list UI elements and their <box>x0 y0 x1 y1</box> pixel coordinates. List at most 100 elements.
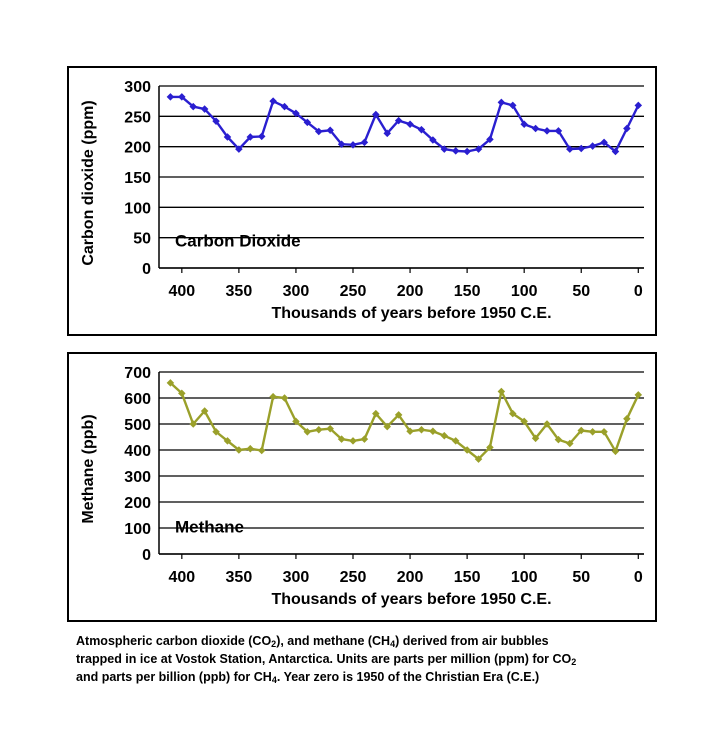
co2-chart: 0 50 100 150 200 250 300 400 350 300 250 200 150 100 5… <box>80 79 644 322</box>
co2-data-point <box>486 135 494 144</box>
caption-text: and parts per billion (ppb) for CH <box>76 670 272 684</box>
ch4-series-label: Methane <box>175 518 244 537</box>
co2-data-point <box>303 118 312 127</box>
co2-y-tick-label: 250 <box>124 109 151 126</box>
ch4-data-point <box>189 420 198 428</box>
co2-data-point <box>269 97 277 105</box>
ch4-data-point <box>257 446 266 455</box>
ch4-data-point <box>463 446 471 454</box>
ch4-data-point <box>611 447 620 456</box>
co2-data-point <box>178 93 186 101</box>
ch4-data-point <box>577 426 586 435</box>
ch4-data-point <box>600 428 608 436</box>
co2-data-point <box>166 93 175 101</box>
ch4-data-point <box>314 425 323 434</box>
ch4-data-point <box>623 415 631 423</box>
ch4-x-axis-title: Thousands of years before 1950 C.E. <box>271 591 551 608</box>
ch4-x-tick-label: 350 <box>226 569 253 586</box>
ch4-y-tick-label: 700 <box>124 365 151 382</box>
ch4-x-tick-label: 300 <box>283 569 310 586</box>
ch4-data-point <box>520 417 528 426</box>
methane-chart-panel: 0 100 200 300 400 500 600 700 400 350 300 250 200 150… <box>67 352 657 622</box>
caption-subscript: 4 <box>271 675 277 685</box>
co2-data-point <box>394 116 403 125</box>
co2-x-tick-label: 0 <box>634 283 643 300</box>
caption-text: trapped in ice at Vostok Station, Antarc… <box>76 652 572 666</box>
co2-data-point <box>543 127 551 135</box>
co2-data-point <box>588 142 597 150</box>
co2-data-point <box>223 133 232 141</box>
ch4-data-point <box>372 409 380 418</box>
caption-line-3: and parts per billion (ppb) for CH4. Yea… <box>76 668 686 686</box>
co2-data-point <box>314 127 323 136</box>
ch4-x-tick-label: 100 <box>511 569 538 586</box>
caption-text: Atmospheric carbon dioxide (CO <box>76 634 272 648</box>
co2-data-point <box>634 101 643 110</box>
ch4-data-point <box>326 424 334 433</box>
caption-line-2: trapped in ice at Vostok Station, Antarc… <box>76 650 686 668</box>
ch4-data-point <box>451 437 460 445</box>
co2-data-point <box>257 132 266 141</box>
co2-y-tick-label: 0 <box>142 261 151 278</box>
ch4-data-point <box>166 379 175 387</box>
co2-data-point <box>246 133 255 141</box>
caption-text: . Year zero is 1950 of the Christian Era… <box>276 670 540 684</box>
co2-data-point <box>566 145 574 153</box>
ch4-y-tick-label: 400 <box>124 443 151 460</box>
ch4-data-point <box>566 439 574 448</box>
ch4-x-tick-label: 150 <box>454 569 481 586</box>
ch4-y-tick-label: 300 <box>124 469 151 486</box>
co2-data-point <box>383 129 392 138</box>
ch4-data-point <box>497 387 506 396</box>
co2-data-point <box>531 124 540 133</box>
co2-x-tick-label: 100 <box>511 283 538 300</box>
co2-data-point <box>508 101 517 110</box>
ch4-y-tick-label: 200 <box>124 495 151 512</box>
co2-data-point <box>417 125 426 134</box>
figure-caption: Atmospheric carbon dioxide (CO2), and me… <box>76 632 686 686</box>
ch4-data-point <box>394 411 403 419</box>
co2-series-line <box>170 95 640 153</box>
ch4-data-point <box>406 427 414 436</box>
co2-data-point <box>474 145 483 153</box>
co2-data-point <box>520 120 528 128</box>
co2-series-label: Carbon Dioxide <box>175 232 301 251</box>
co2-data-point <box>429 136 437 144</box>
co2-data-point <box>440 145 449 153</box>
co2-y-tick-label: 100 <box>124 200 151 217</box>
co2-y-tick-label: 300 <box>124 79 151 96</box>
caption-text: ) derived from air bubbles <box>395 634 549 648</box>
ch4-x-tick-label: 400 <box>168 569 195 586</box>
co2-y-tick-label: 150 <box>124 170 151 187</box>
ch4-y-axis-title: Methane (ppb) <box>80 414 97 523</box>
co2-data-point <box>406 120 414 128</box>
ch4-data-point <box>417 425 426 434</box>
co2-data-point <box>349 141 357 149</box>
ch4-data-point <box>223 437 232 445</box>
ch4-data-point <box>474 455 483 463</box>
co2-data-point <box>623 124 631 133</box>
co2-data-point <box>212 117 220 125</box>
co2-chart-panel: 0 50 100 150 200 250 300 400 350 300 250 200 150 100 5… <box>67 66 657 336</box>
co2-data-point <box>337 140 346 149</box>
ch4-data-point <box>200 407 209 415</box>
ch4-series-line <box>169 382 640 461</box>
ch4-data-point <box>588 428 597 436</box>
ch4-data-point <box>212 428 220 436</box>
ch4-data-point <box>178 389 186 398</box>
ch4-data-point <box>440 431 449 440</box>
co2-data-point <box>280 102 289 111</box>
co2-data-point <box>463 147 471 156</box>
co2-y-axis-title: Carbon dioxide (ppm) <box>80 100 97 265</box>
ch4-data-point <box>383 422 392 431</box>
ch4-data-point <box>280 394 289 402</box>
ch4-data-point <box>303 428 312 436</box>
ch4-y-tick-label: 500 <box>124 417 151 434</box>
ch4-data-point <box>235 446 243 454</box>
co2-data-point <box>235 145 243 153</box>
co2-data-point <box>577 144 586 153</box>
ch4-data-point <box>360 435 369 443</box>
co2-data-point <box>372 110 380 119</box>
ch4-x-tick-label: 0 <box>634 569 643 586</box>
